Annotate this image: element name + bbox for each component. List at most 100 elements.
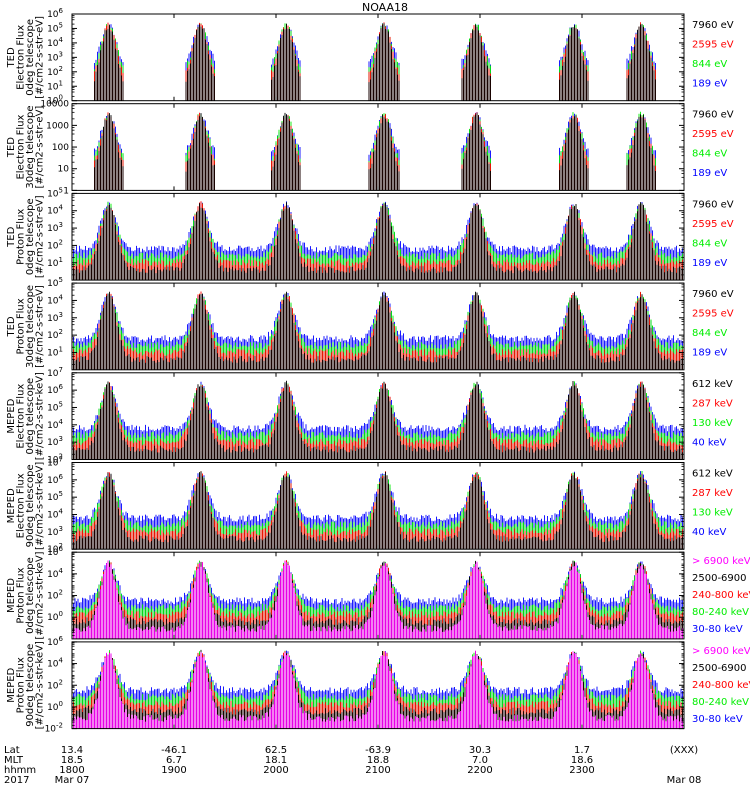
y-tick-label: 104 [47,36,63,49]
legend-entry: 189 eV [692,348,727,359]
panel-1-ylabel-line: TED [6,47,17,68]
x-axis-tick-value: Mar 07 [55,775,90,786]
panel-2-ylabel-line: TED [6,137,17,158]
panel-4-ylabel-line: TED [6,316,17,337]
legend-entry: 2595 eV [692,40,734,51]
figure-title: NOAA18 [362,1,408,14]
legend-entry: 2500-6900 [692,573,747,584]
series-trace [72,380,684,460]
panel-7-ylabel-line: MEPED [6,578,17,613]
panel-8-ylabel-line: MEPED [6,667,17,702]
series-trace [94,112,656,191]
y-tick-label: 102 [47,238,63,251]
x-axis-tick-value: 6.7 [166,755,182,766]
legend-entry: 80-240 keV [692,697,749,708]
panel-6-ylabel-line: Electron Flux [16,473,27,538]
x-axis-tick-value: 18.1 [265,755,287,766]
legend-entry: 612 keV [692,379,733,390]
y-tick-label: 104 [47,657,63,670]
legend-entry: 844 eV [692,328,727,339]
x-axis-tick-value: 30.3 [469,745,491,756]
y-tick-label: 104 [47,418,63,431]
x-axis-tick-value: 2200 [467,765,492,776]
panel-4-ylabel-line: Proton Flux [16,298,27,354]
y-tick-label: 106 [47,473,63,486]
panel-5-ylabel-line: MEPED [6,398,17,433]
y-tick-label: 1000 [46,121,69,131]
legend-entry: 240-800 keV [692,590,750,601]
y-tick-label: 104 [47,508,63,521]
y-tick-label: 103 [47,311,63,324]
legend-entry: 7960 eV [692,20,734,31]
x-axis-tick-value: 18.8 [367,755,389,766]
y-tick-label: 100 [52,143,69,153]
legend-entry: 2595 eV [692,219,734,230]
legend-entry: 7960 eV [692,199,734,210]
y-tick-label: 10000 [40,100,69,110]
panel-1-ylabel-line: [#/cm2-s-str-eV] [35,16,46,99]
series-trace [72,291,684,370]
panel-3-traces [72,201,684,281]
panel-5-ylabel-line: Electron Flux [16,384,27,449]
y-tick-label: 103 [47,50,63,63]
y-tick-label: 105 [47,276,63,289]
y-tick-label: 100 [47,610,63,623]
x-axis-tick-value: 2000 [263,765,288,776]
y-tick-label: 103 [47,435,63,448]
x-axis-row-label: 2017 [4,775,29,786]
legend-entry: 40 keV [692,527,726,538]
panel-6-ylabel-line: MEPED [6,488,17,523]
x-axis-tick-value: 1800 [59,765,84,776]
panel-4-traces [72,291,684,370]
panel-2-ylabel-line: [#/cm2-s-str-eV] [35,106,46,189]
legend-entry: 287 keV [692,398,733,409]
legend-entry: 130 keV [692,418,733,429]
panel-3-ylabel-line: Proton Flux [16,209,27,265]
y-tick-label: 101 [47,79,63,92]
legend-entry: 80-240 keV [692,607,749,618]
panel-8-ylabel-line: [#/cm2-s-str-keV] [35,641,46,729]
y-tick-label: 104 [47,204,63,217]
legend-entry: 240-800 keV [692,680,750,691]
x-axis-tick-value: 1900 [161,765,186,776]
y-tick-label: 105 [47,490,63,503]
y-tick-label: 103 [47,525,63,538]
panel-1-ylabel-line: Electron Flux [16,25,27,90]
y-tick-label: 106 [47,635,63,648]
panel-3-ylabel-line: TED [6,226,17,247]
series-trace [72,650,684,729]
y-tick-label: 105 [47,400,63,413]
legend-entry: 30-80 keV [692,624,743,635]
legend-entry: 2595 eV [692,129,734,140]
x-axis-tick-value: (XXX) [670,745,698,756]
legend-entry: 844 eV [692,238,727,249]
panel-3-ylabel-line: [#/cm2-s-str-eV] [35,195,46,278]
x-axis-tick-value: 18.5 [61,755,83,766]
legend-entry: 2595 eV [692,309,734,320]
panel-7-ylabel-line: 0deg telescope [25,557,36,634]
panel-1-ylabel-line: 0deg telescope [25,19,36,96]
legend-entry: 2500-6900 [692,663,747,674]
panel-2-traces [94,111,656,191]
y-tick-label: 104 [47,567,63,580]
series-trace [94,23,656,101]
y-tick-label: 100 [47,700,63,713]
x-axis-tick-value: 1.7 [574,745,590,756]
legend-entry: 287 keV [692,488,733,499]
legend-entry: > 6900 keV [692,556,750,567]
x-axis-tick-value: 2300 [569,765,594,776]
panel-6-traces [72,471,684,550]
panel-2-ylabel-line: 30deg telescope [25,106,36,189]
y-tick-label: 102 [47,589,63,602]
legend-entry: 7960 eV [692,110,734,121]
legend-entry: 30-80 keV [692,714,743,725]
